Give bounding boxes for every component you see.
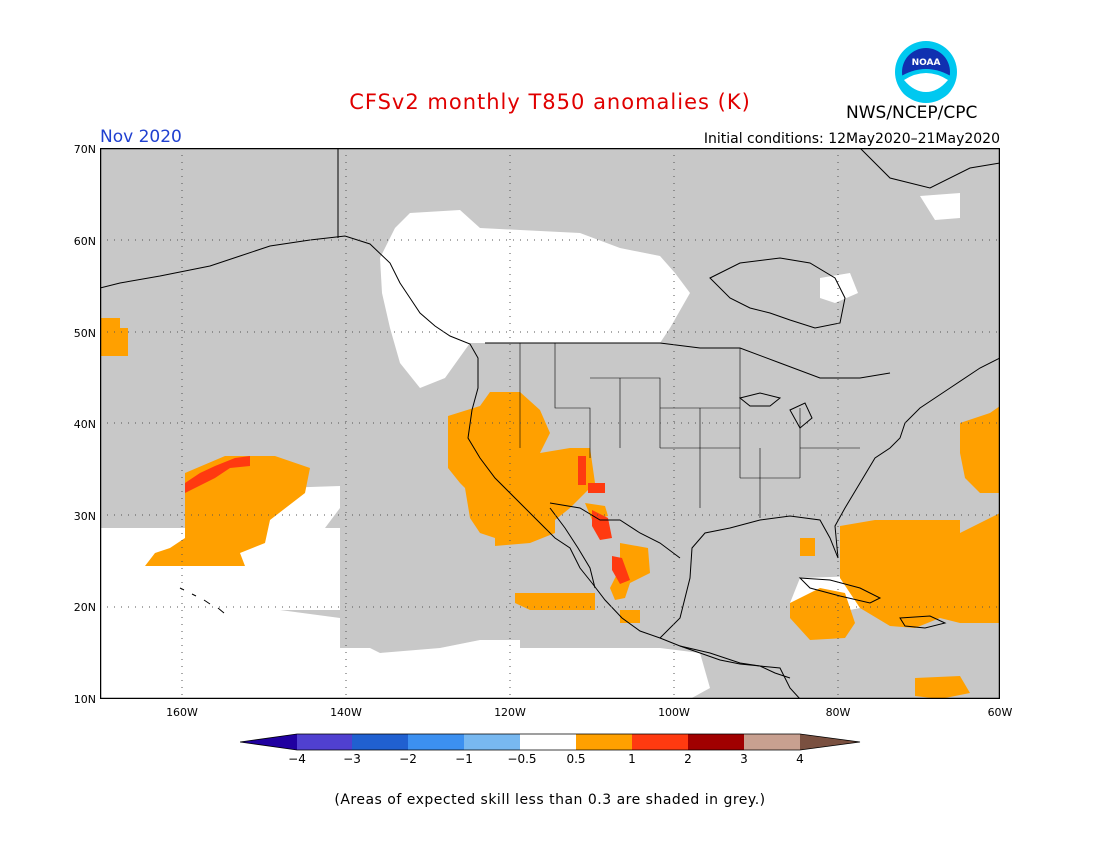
colorbar-label-neg3: −3 [343, 752, 361, 766]
forecast-month: Nov 2020 [100, 127, 182, 147]
lon-label-60w: 60W [987, 706, 1013, 719]
coastlines-and-borders [100, 148, 1000, 699]
lon-label-120w: 120W [494, 706, 526, 719]
colorbar-segment-neg05-05 [520, 734, 576, 750]
colorbar-label-2: 2 [684, 752, 692, 766]
low-skill-grey-areas [100, 148, 1000, 699]
lat-label-60n: 60N [73, 235, 96, 248]
logo-text: NOAA [912, 58, 941, 68]
colorbar-segment-05-1 [576, 734, 632, 750]
chart-title: CFSv2 monthly T850 anomalies (K) [349, 90, 751, 114]
colorbar [240, 733, 861, 751]
lon-label-100w: 100W [658, 706, 690, 719]
warm-anomaly-red-areas [185, 456, 630, 584]
initial-conditions: Initial conditions: 12May2020–21May2020 [703, 131, 1000, 147]
colorbar-segment-gt-4 [800, 734, 860, 750]
anomaly-map [100, 148, 1000, 699]
colorbar-label-1: 1 [628, 752, 636, 766]
colorbar-label-neg4: −4 [288, 752, 306, 766]
lon-label-140w: 140W [330, 706, 362, 719]
colorbar-label-05: 0.5 [566, 752, 586, 766]
noaa-logo: NOAA [895, 41, 957, 103]
colorbar-segment-lt-neg4 [240, 734, 297, 750]
colorbar-segment-2-3 [688, 734, 744, 750]
colorbar-segment-neg2-neg1 [408, 734, 464, 750]
lat-label-30n: 30N [73, 510, 96, 523]
lat-label-50n: 50N [73, 327, 96, 340]
colorbar-segment-1-2 [632, 734, 688, 750]
colorbar-segment-3-4 [744, 734, 800, 750]
colorbar-label-3: 3 [740, 752, 748, 766]
lat-label-40n: 40N [73, 418, 96, 431]
us-state-boundaries [519, 343, 860, 518]
agency-label: NWS/NCEP/CPC [846, 103, 978, 123]
graticule [100, 148, 1000, 699]
map-frame [100, 148, 1000, 699]
lon-label-80w: 80W [825, 706, 851, 719]
colorbar-label-neg2: −2 [399, 752, 417, 766]
colorbar-segment-neg3-neg2 [352, 734, 408, 750]
colorbar-segment-neg1-neg05 [464, 734, 520, 750]
lon-label-160w: 160W [166, 706, 198, 719]
lat-label-10n: 10N [73, 693, 96, 706]
lat-label-20n: 20N [73, 601, 96, 614]
footnote: (Areas of expected skill less than 0.3 a… [334, 792, 766, 808]
colorbar-label-neg1: −1 [455, 752, 473, 766]
colorbar-label-4: 4 [796, 752, 804, 766]
colorbar-segment-neg4-neg3 [297, 734, 352, 750]
lat-label-70n: 70N [73, 143, 96, 156]
colorbar-label-neg05: −0.5 [507, 752, 537, 766]
